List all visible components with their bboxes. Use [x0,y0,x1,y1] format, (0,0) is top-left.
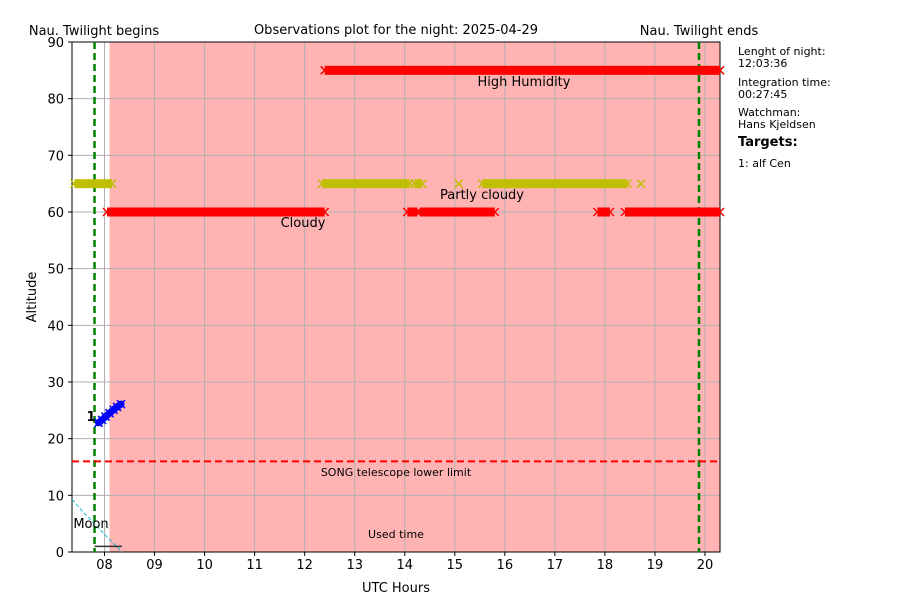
weather-segment-end [490,207,500,217]
weather-segment-end [622,179,632,189]
telescope-limit-label: SONG telescope lower limit [321,466,472,479]
x-tick-label: 15 [447,558,464,573]
y-tick-label: 70 [47,149,64,164]
x-tick-label: 18 [597,558,614,573]
weather-segment-end [605,207,615,217]
high-humidity-label: High Humidity [478,75,571,90]
x-tick-label: 10 [196,558,213,573]
y-tick-label: 50 [47,263,64,278]
weather-segment-end [715,207,725,217]
integration-time-value: 00:27:45 [738,88,788,101]
weather-segment [74,179,113,189]
chart-labels: Observations plot for the night: 2025-04… [25,23,758,596]
weather-segment [407,207,418,217]
weather-segment [324,65,720,75]
weather-segment-end [417,179,427,189]
x-tick-label: 20 [697,558,714,573]
weather-segment-end [317,179,327,189]
target-list-item: 1: alf Cen [738,157,791,170]
y-axis-label: Altitude [25,272,40,323]
y-tick-label: 20 [47,433,64,448]
watchman-label: Watchman: [738,106,801,119]
cloudy-label: Cloudy [281,216,326,231]
weather-segment-end [107,179,117,189]
weather-segment [624,207,720,217]
night-length-label: Lenght of night: [738,45,826,58]
grid-lines [72,41,720,553]
weather-segment-end [477,179,487,189]
weather-segment [419,207,495,217]
twilight-lines [93,42,701,552]
weather-segment-end [415,207,425,217]
integration-time-label: Integration time: [738,76,831,89]
x-tick-label: 11 [246,558,263,573]
x-axis-label: UTC Hours [362,581,430,596]
weather-segment-end [620,207,630,217]
x-tick-label: 16 [497,558,514,573]
weather-segment [597,207,610,217]
partly-cloudy-label: Partly cloudy [440,188,524,203]
y-tick-label: 30 [47,376,64,391]
plot-frame [71,41,721,553]
night-length-value: 12:03:36 [738,57,788,70]
y-tick-label: 90 [47,36,64,51]
bad-weather-span [109,42,721,552]
weather-point [636,179,646,189]
weather-segment [322,179,410,189]
weather-segment [604,179,628,189]
weather-segment-end [592,207,602,217]
x-tick-label: 09 [146,558,163,573]
weather-segment-end [600,179,610,189]
info-panel: Lenght of night: 12:03:36 [738,46,826,70]
weather-segment-end [402,207,412,217]
watchman-block: Watchman: Hans Kjeldsen [738,107,816,131]
weather-segment-end [102,207,112,217]
bad-weather-shading [109,42,721,552]
y-tick-label: 80 [47,93,64,108]
weather-series [69,65,725,217]
weather-segment-end [69,179,80,189]
x-tick-label: 12 [296,558,313,573]
x-tick-label: 19 [647,558,664,573]
target-1-label: 1 [86,410,95,425]
y-tick-label: 60 [47,206,64,221]
x-tick-label: 17 [547,558,564,573]
weather-segment-end [715,65,725,75]
weather-segment [107,207,325,217]
moon-line [71,498,123,553]
weather-segment [482,179,605,189]
target-point [112,402,122,412]
target-point [116,399,126,409]
used-time-label: Used time [368,528,424,541]
targets-heading: Targets: [738,135,798,150]
y-tick-label: 40 [47,319,64,334]
moon-track [71,498,123,553]
twilight-begin-label: Nau. Twilight begins [29,24,160,39]
weather-point [454,179,464,189]
integration-time-block: Integration time: 00:27:45 [738,77,831,101]
target-series [93,399,126,428]
twilight-end-label: Nau. Twilight ends [640,24,759,39]
x-tick-label: 08 [96,558,113,573]
x-tick-label: 14 [396,558,413,573]
y-tick-label: 10 [47,489,64,504]
watchman-value: Hans Kjeldsen [738,118,816,131]
chart-title: Observations plot for the night: 2025-04… [254,23,538,38]
moon-label: Moon [73,517,108,532]
weather-segment-end [410,179,420,189]
weather-segment-end [320,65,330,75]
x-tick-label: 13 [346,558,363,573]
axes: 08 09 10 11 12 13 14 15 16 17 18 19 20 0 10 20 30 40 50 60 7… [47,36,721,573]
y-tick-label: 0 [56,546,64,561]
weather-segment [414,179,423,189]
weather-segment-end [320,207,330,217]
